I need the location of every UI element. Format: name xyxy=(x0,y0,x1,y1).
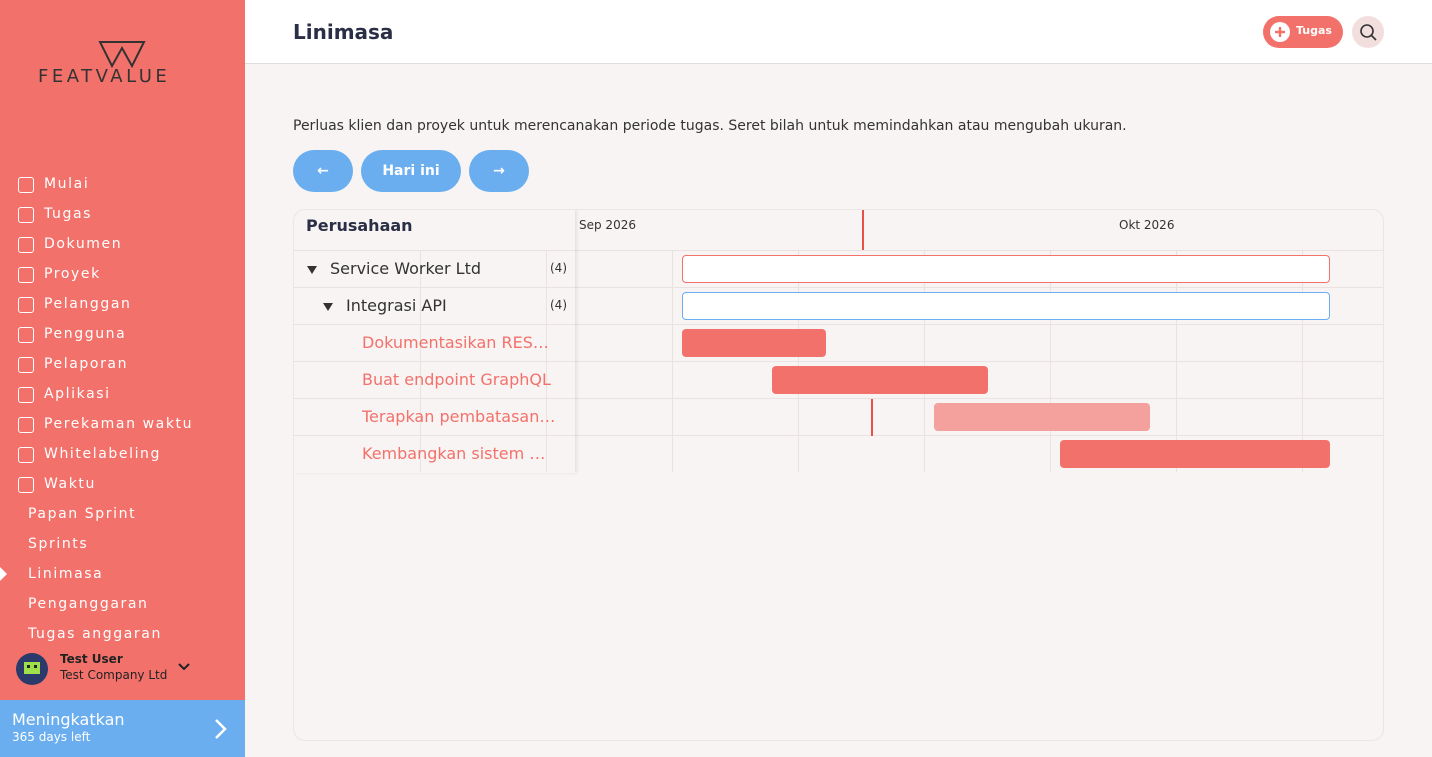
upgrade-subtitle: 365 days left xyxy=(12,730,91,744)
subnav-item[interactable]: Penganggaran xyxy=(28,596,149,612)
timeline-row: Service Worker Ltd (4) xyxy=(294,250,1383,287)
task-label: Buat endpoint GraphQL xyxy=(362,370,551,389)
user-menu-chevron[interactable] xyxy=(177,662,191,672)
subnav-item[interactable]: Papan Sprint xyxy=(28,506,137,522)
timeline-row: Terapkan pembatasan laju xyxy=(294,398,1383,435)
prev-button[interactable]: ← xyxy=(293,150,353,192)
subnav-item[interactable]: Sprints xyxy=(28,536,89,552)
description: Perluas klien dan proyek untuk merencana… xyxy=(293,118,1127,134)
column-header: Perusahaan xyxy=(306,216,413,235)
expand-toggle[interactable] xyxy=(323,303,333,311)
today-button[interactable]: Hari ini xyxy=(361,150,461,192)
nav-item[interactable]: Pengguna xyxy=(44,326,127,342)
active-indicator xyxy=(0,567,7,581)
nav-icon xyxy=(18,357,34,373)
nav-item[interactable]: Dokumen xyxy=(44,236,123,252)
nav-item[interactable]: Pelaporan xyxy=(44,356,129,372)
search-button[interactable] xyxy=(1352,16,1384,48)
nav-icon xyxy=(18,267,34,283)
nav-item[interactable]: Aplikasi xyxy=(44,386,111,402)
nav-item[interactable]: Mulai xyxy=(44,176,90,192)
timeline-row: Dokumentasikan REST API xyxy=(294,324,1383,361)
user-name: Test User xyxy=(60,652,123,666)
timeline-row: Kembangkan sistem webhook xyxy=(294,435,1383,472)
next-button[interactable]: → xyxy=(469,150,529,192)
sidebar: FEATVALUE Mulai Tugas Dokumen Proyek Pelangg… xyxy=(0,0,245,757)
gantt-bar[interactable] xyxy=(772,366,988,394)
timeline: Perusahaan Sep 2026 Okt 2026 Service Wor… xyxy=(293,209,1384,741)
task-label: Dokumentasikan REST API xyxy=(362,333,557,352)
gantt-bar[interactable] xyxy=(682,255,1330,283)
add-task-label: Tugas xyxy=(1296,24,1332,37)
timeline-row: Buat endpoint GraphQL xyxy=(294,361,1383,398)
nav-icon xyxy=(18,477,34,493)
today-marker xyxy=(871,399,873,436)
nav-icon xyxy=(18,447,34,463)
avatar[interactable] xyxy=(16,653,48,685)
gantt-bar[interactable] xyxy=(1060,440,1330,468)
gantt-bar[interactable] xyxy=(934,403,1150,431)
page-title: Linimasa xyxy=(293,20,394,44)
upgrade-arrow xyxy=(215,719,227,739)
nav-item[interactable]: Tugas xyxy=(44,206,93,222)
logo-mark xyxy=(98,41,146,68)
timeline-row: Integrasi API (4) xyxy=(294,287,1383,324)
nav-item[interactable]: Pelanggan xyxy=(44,296,132,312)
plus-icon xyxy=(1270,22,1290,42)
group-count: (4) xyxy=(550,261,567,275)
group-label[interactable]: Integrasi API xyxy=(346,296,447,315)
upgrade-banner[interactable]: Meningkatkan 365 days left xyxy=(0,700,245,757)
month-label: Okt 2026 xyxy=(1119,218,1175,232)
nav-icon xyxy=(18,417,34,433)
nav-item[interactable]: Whitelabeling xyxy=(44,446,162,462)
expand-toggle[interactable] xyxy=(307,266,317,274)
task-label: Kembangkan sistem webhook xyxy=(362,444,557,463)
gantt-bar[interactable] xyxy=(682,329,826,357)
header: Linimasa Tugas xyxy=(245,0,1432,64)
nav-icon xyxy=(18,327,34,343)
nav-item[interactable]: Proyek xyxy=(44,266,101,282)
nav-icon xyxy=(18,177,34,193)
nav-item[interactable]: Perekaman waktu xyxy=(44,416,194,432)
upgrade-title: Meningkatkan xyxy=(12,710,125,729)
group-count: (4) xyxy=(550,298,567,312)
nav-icon xyxy=(18,387,34,403)
add-task-button[interactable]: Tugas xyxy=(1263,16,1343,48)
gantt-bar[interactable] xyxy=(682,292,1330,320)
nav-icon xyxy=(18,237,34,253)
logo-text: FEATVALUE xyxy=(38,66,171,87)
nav-item[interactable]: Waktu xyxy=(44,476,96,492)
subnav-item[interactable]: Linimasa xyxy=(28,566,104,582)
task-label: Terapkan pembatasan laju xyxy=(362,407,557,426)
month-label: Sep 2026 xyxy=(579,218,636,232)
group-label[interactable]: Service Worker Ltd xyxy=(330,259,482,278)
nav-icon xyxy=(18,207,34,223)
today-marker xyxy=(862,210,864,250)
nav-icon xyxy=(18,297,34,313)
user-company: Test Company Ltd xyxy=(60,668,168,682)
subnav-item[interactable]: Tugas anggaran xyxy=(28,626,162,642)
